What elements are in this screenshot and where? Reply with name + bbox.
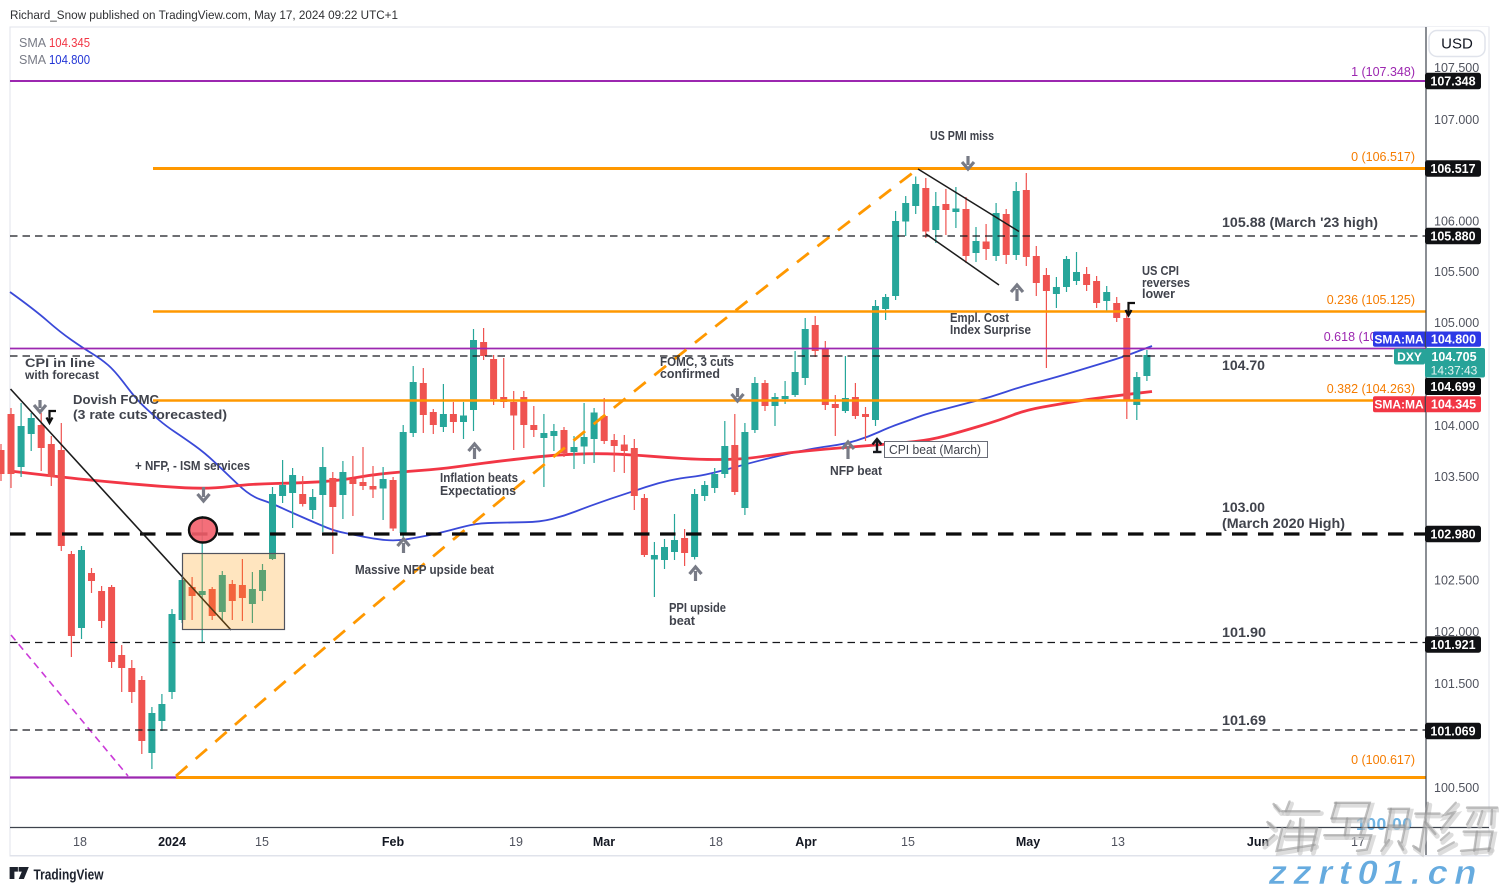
svg-text:15: 15: [901, 835, 915, 849]
svg-text:19: 19: [509, 835, 523, 849]
svg-text:beat: beat: [669, 614, 696, 628]
svg-text:13: 13: [1111, 835, 1125, 849]
svg-text:101.069: 101.069: [1430, 724, 1475, 738]
svg-text:+ NFP, - ISM services: + NFP, - ISM services: [135, 459, 250, 473]
svg-text:Empl. Cost: Empl. Cost: [950, 311, 1010, 325]
svg-text:reverses: reverses: [1142, 276, 1190, 290]
svg-text:104.345: 104.345: [49, 36, 90, 50]
svg-text:107.500: 107.500: [1434, 61, 1479, 75]
svg-text:102.500: 102.500: [1434, 574, 1479, 588]
svg-text:103.500: 103.500: [1434, 470, 1479, 484]
svg-text:105.88 (March '23 high): 105.88 (March '23 high): [1222, 215, 1378, 230]
svg-text:US PMI miss: US PMI miss: [930, 129, 994, 143]
svg-text:Massive NFP upside beat: Massive NFP upside beat: [355, 563, 495, 577]
svg-text:Feb: Feb: [382, 835, 405, 849]
svg-text:TradingView: TradingView: [34, 867, 104, 884]
svg-text:DXY: DXY: [1397, 350, 1422, 364]
svg-text:104.800: 104.800: [1431, 333, 1476, 347]
svg-text:0 (100.617): 0 (100.617): [1351, 753, 1415, 767]
svg-text:Inflation beats: Inflation beats: [440, 471, 518, 485]
svg-text:1 (107.348): 1 (107.348): [1351, 65, 1415, 79]
svg-text:101.921: 101.921: [1430, 638, 1475, 652]
svg-text:PPI upside: PPI upside: [669, 601, 726, 615]
svg-text:USD: USD: [1441, 36, 1473, 53]
svg-text:101.500: 101.500: [1434, 677, 1479, 691]
svg-text:(3 rate cuts forecasted): (3 rate cuts forecasted): [73, 407, 227, 422]
svg-text:0 (106.517): 0 (106.517): [1351, 150, 1415, 164]
svg-text:(March 2020 High): (March 2020 High): [1222, 516, 1345, 531]
svg-text:SMA: SMA: [19, 36, 47, 50]
svg-text:SMA:MA: SMA:MA: [1374, 398, 1424, 412]
svg-text:May: May: [1016, 835, 1040, 849]
svg-text:Dovish FOMC: Dovish FOMC: [73, 392, 160, 407]
svg-text:18: 18: [73, 835, 87, 849]
svg-text:0.236 (105.125): 0.236 (105.125): [1327, 293, 1415, 307]
svg-text:0.382 (104.263): 0.382 (104.263): [1327, 382, 1415, 396]
svg-text:107.000: 107.000: [1434, 113, 1479, 127]
svg-text:104.345: 104.345: [1431, 398, 1476, 412]
svg-text:15: 15: [255, 835, 269, 849]
svg-text:105.000: 105.000: [1434, 316, 1479, 330]
svg-text:SMA: SMA: [19, 53, 47, 67]
svg-text:101.69: 101.69: [1222, 713, 1266, 728]
svg-text:105.500: 105.500: [1434, 265, 1479, 279]
svg-text:lower: lower: [1142, 287, 1175, 301]
svg-text:14:37:43: 14:37:43: [1431, 364, 1478, 378]
svg-text:18: 18: [709, 835, 723, 849]
svg-text:102.980: 102.980: [1430, 527, 1475, 541]
svg-text:zzrt01.cn: zzrt01.cn: [1265, 854, 1487, 891]
svg-text:Expectations: Expectations: [440, 484, 516, 498]
svg-text:Index Surprise: Index Surprise: [950, 323, 1031, 337]
svg-text:FOMC, 3 cuts: FOMC, 3 cuts: [660, 355, 734, 369]
svg-text:CPI in line: CPI in line: [25, 356, 95, 370]
svg-text:104.800: 104.800: [49, 53, 90, 67]
svg-text:Apr: Apr: [795, 835, 817, 849]
svg-text:104.699: 104.699: [1430, 380, 1475, 394]
svg-text:101.90: 101.90: [1222, 625, 1266, 640]
svg-text:105.880: 105.880: [1430, 229, 1475, 243]
svg-text:SMA:MA: SMA:MA: [1374, 333, 1424, 347]
svg-text:107.348: 107.348: [1430, 74, 1475, 88]
svg-text:NFP beat: NFP beat: [830, 464, 883, 478]
svg-text:US CPI: US CPI: [1142, 264, 1179, 278]
svg-text:104.70: 104.70: [1222, 358, 1265, 373]
svg-text:confirmed: confirmed: [660, 367, 720, 381]
svg-text:Mar: Mar: [593, 835, 615, 849]
svg-text:100.500: 100.500: [1434, 781, 1479, 795]
svg-text:104.000: 104.000: [1434, 419, 1479, 433]
svg-text:103.00: 103.00: [1222, 500, 1265, 515]
svg-text:106.517: 106.517: [1430, 162, 1475, 176]
svg-text:106.000: 106.000: [1434, 215, 1479, 229]
svg-text:102.000: 102.000: [1434, 625, 1479, 639]
svg-text:Richard_Snow published on Trad: Richard_Snow published on TradingView.co…: [10, 8, 398, 22]
svg-text:CPI beat (March): CPI beat (March): [889, 443, 981, 457]
svg-text:2024: 2024: [158, 835, 186, 849]
svg-text:104.705: 104.705: [1431, 350, 1476, 364]
svg-text:with forecast: with forecast: [24, 368, 99, 382]
